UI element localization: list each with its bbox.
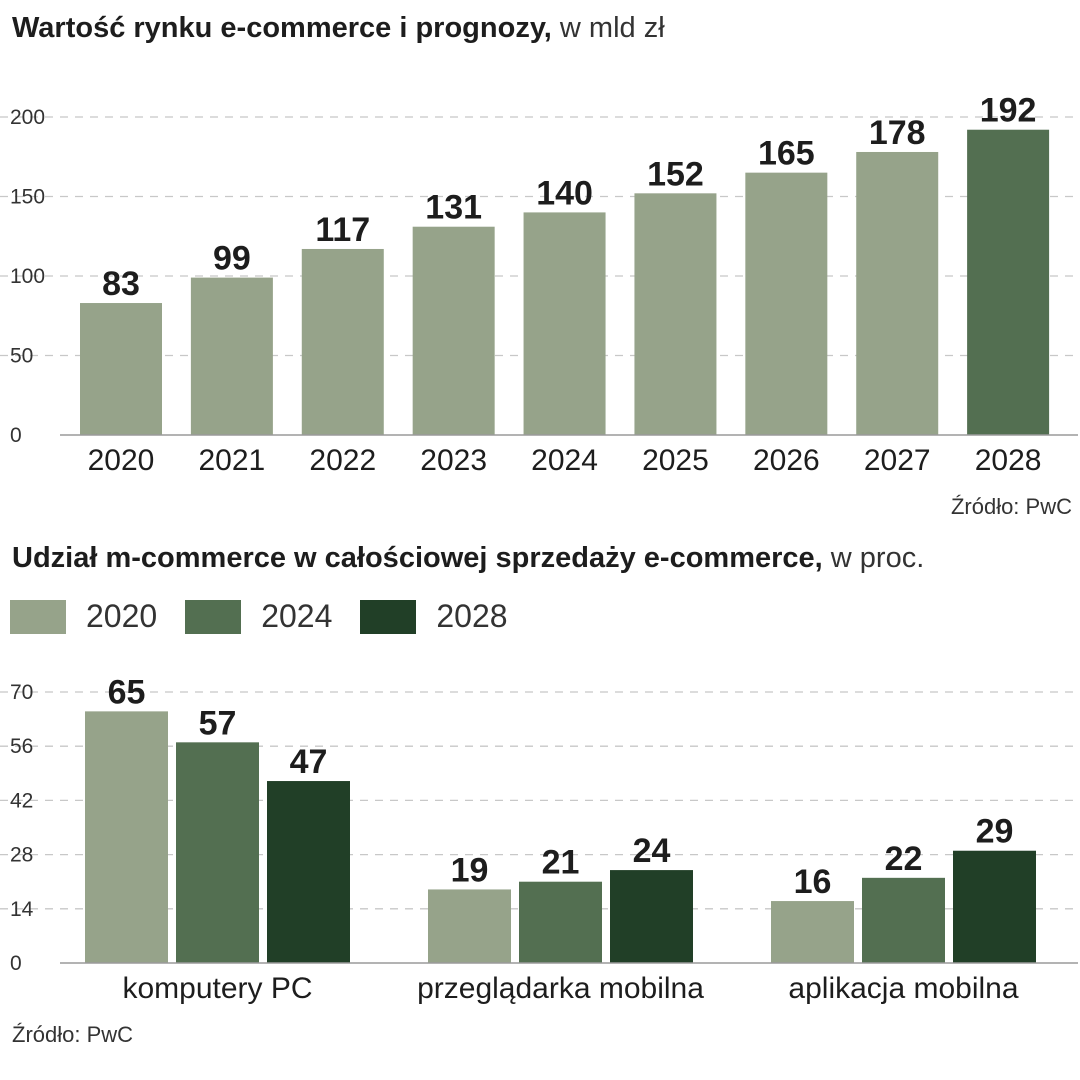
chart2-y-tick: 28 (10, 844, 33, 867)
chart2-bar (862, 877, 945, 963)
chart2-title-text: Udział m-commerce w całościowej sprzedaż… (12, 542, 823, 574)
chart1-y-tick: 0 (10, 424, 22, 447)
legend-swatch-2028 (360, 599, 417, 634)
chart1-unit: w mld zł (559, 12, 665, 44)
chart2-bar (610, 870, 693, 963)
chart1-x-tick: 2024 (531, 444, 598, 477)
chart1-bar (80, 303, 162, 435)
chart1-data-label: 152 (647, 155, 704, 193)
chart1-y-tick: 100 (10, 265, 45, 288)
chart2-data-label: 47 (290, 743, 328, 781)
chart1-x-tick: 2028 (975, 444, 1042, 477)
chart2-legend: 2020 2024 2028 (10, 598, 508, 635)
chart1-bar (412, 226, 495, 435)
chart1-title: Wartość rynku e-commerce i prognozy, w m… (12, 12, 665, 45)
chart2-data-label: 57 (199, 704, 237, 742)
chart1-data-label: 117 (315, 211, 370, 249)
chart2-bar (953, 850, 1036, 963)
chart1-x-tick: 2021 (199, 444, 266, 477)
chart2-bar (176, 742, 259, 963)
chart2-title: Udział m-commerce w całościowej sprzedaż… (12, 542, 924, 575)
legend-item-2020: 2020 (10, 598, 157, 635)
chart1-x-tick: 2026 (753, 444, 820, 477)
chart2-data-label: 16 (794, 863, 832, 901)
chart1-bar (190, 277, 273, 435)
chart2-data-label: 22 (885, 840, 923, 878)
legend-label-2024: 2024 (261, 598, 333, 634)
m-commerce-share-chart: 0 14 28 42 56 70 65 57 47 komputery PC 19 21 24 przeg… (0, 673, 1078, 1005)
legend-swatch-2020 (10, 599, 66, 634)
chart2-bar (267, 781, 350, 963)
legend-swatch-2024 (185, 599, 242, 634)
chart2-data-label: 21 (542, 844, 580, 882)
chart2-x-tick: przeglądarka mobilna (417, 972, 704, 1005)
chart2-bar (519, 881, 602, 963)
chart2-unit: w proc. (830, 542, 925, 574)
chart1-data-label: 99 (213, 240, 251, 278)
chart1-bar (301, 248, 384, 435)
chart1-x-tick: 2022 (309, 444, 376, 477)
legend-item-2024: 2024 (185, 598, 332, 635)
chart2-data-label: 29 (976, 813, 1014, 851)
chart1-bar (634, 193, 717, 435)
chart2-x-tick: komputery PC (122, 972, 312, 1005)
chart1-data-label: 178 (869, 114, 926, 152)
chart2-data-label: 19 (451, 851, 489, 889)
chart1-x-tick: 2020 (88, 444, 155, 477)
chart2-data-label: 24 (633, 832, 671, 870)
chart1-x-tick: 2027 (864, 444, 931, 477)
chart1-x-tick: 2025 (642, 444, 709, 477)
chart1-title-text: Wartość rynku e-commerce i prognozy, (12, 12, 552, 44)
chart1-data-label: 131 (425, 189, 482, 227)
chart2-source: Źródło: PwC (12, 1022, 134, 1047)
chart2-bar (428, 889, 511, 963)
chart2-y-tick: 0 (10, 952, 22, 975)
legend-label-2020: 2020 (86, 598, 158, 634)
legend-item-2028: 2028 (360, 598, 508, 635)
chart1-bar (967, 129, 1050, 435)
chart2-bar (771, 901, 854, 963)
chart1-data-label: 165 (758, 135, 815, 173)
chart2-y-tick: 70 (10, 681, 33, 704)
chart2-y-tick: 42 (10, 789, 33, 812)
chart2-x-tick: aplikacja mobilna (788, 972, 1018, 1005)
chart1-y-tick: 50 (10, 345, 33, 368)
chart1-bar (745, 172, 828, 435)
chart2-y-tick: 14 (10, 898, 34, 921)
chart1-bar (856, 151, 939, 435)
chart1-data-label: 140 (536, 174, 593, 212)
chart1-bar (523, 212, 606, 435)
chart1-y-tick: 150 (10, 186, 45, 209)
legend-label-2028: 2028 (436, 598, 508, 634)
chart2-bar (85, 711, 168, 963)
chart1-source: Źródło: PwC (950, 494, 1072, 519)
chart2-data-label: 65 (108, 673, 146, 711)
chart1-x-tick: 2023 (420, 444, 487, 477)
chart1-y-tick: 200 (10, 106, 45, 129)
chart2-y-tick: 56 (10, 735, 33, 758)
market-value-chart: 0 50 100 150 200 83 2020 99 2021 117 2022 131 2023 14… (0, 92, 1078, 477)
chart1-data-label: 83 (102, 265, 140, 303)
chart1-data-label: 192 (980, 92, 1037, 130)
